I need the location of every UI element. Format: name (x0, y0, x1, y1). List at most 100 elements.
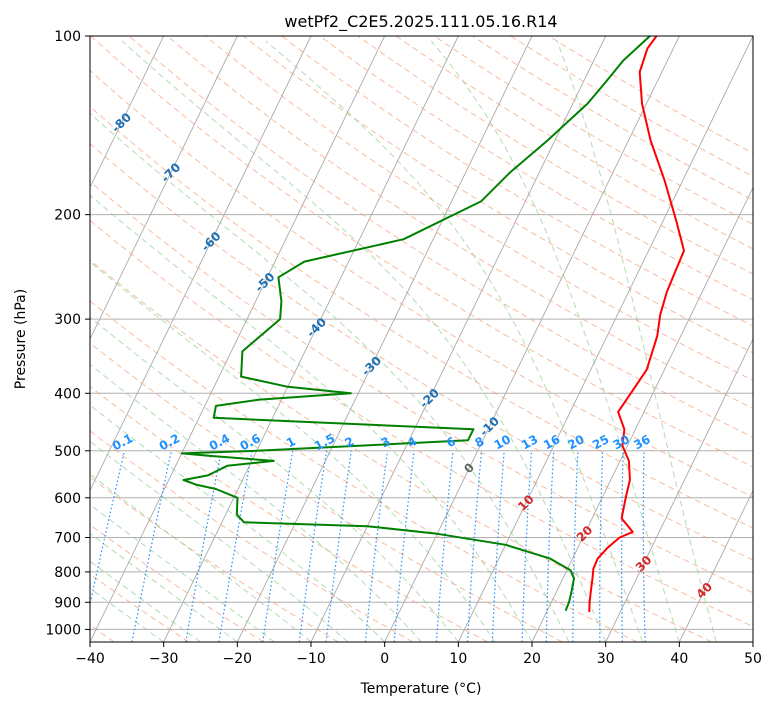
adiabat-label: -20 (417, 386, 442, 411)
dry-adiabat-line (90, 476, 339, 642)
dry-adiabat-line (90, 300, 638, 642)
mixing-ratio-line (491, 450, 505, 642)
plot-frame (89, 35, 754, 643)
x-tick-label: −40 (75, 651, 105, 667)
x-tick-label: −10 (296, 651, 326, 667)
moist-adiabat-line (90, 194, 533, 642)
adiabat-label: 30 (633, 553, 655, 575)
dry-adiabat-line (90, 385, 488, 642)
mixing-ratio-label: 30 (611, 432, 632, 452)
mixing-ratio-line (262, 450, 294, 642)
y-tick-label: 500 (54, 444, 81, 460)
y-axis: 100 200 300 400 500 600 700 800 900 1000 (45, 29, 90, 638)
dry-adiabat-line (90, 142, 753, 561)
dry-adiabat-line (128, 36, 753, 438)
x-tick-label: 20 (523, 651, 541, 667)
mixing-ratio-line (545, 450, 555, 642)
moist-adiabat-line (265, 40, 643, 642)
isotherm-gridlines (90, 36, 753, 642)
isotherm-line (457, 36, 753, 642)
x-tick-label: 0 (380, 651, 389, 667)
moist-adiabat-line (90, 587, 164, 642)
adiabat-label: 20 (574, 523, 596, 545)
mixing-ratio-line (435, 450, 454, 642)
dry-adiabat-line (90, 430, 414, 642)
mixing-ratio-line (325, 450, 352, 642)
y-tick-label: 300 (54, 312, 81, 328)
y-axis-title: Pressure (hPa) (13, 289, 29, 389)
mixing-ratio-label: 16 (541, 432, 562, 452)
dry-adiabat-line (319, 36, 753, 301)
mixing-ratio-label: 2 (342, 434, 356, 450)
y-tick-label: 100 (54, 29, 81, 45)
moist-adiabat-line (90, 440, 349, 642)
isotherm-line (163, 36, 459, 642)
dry-adiabat-line (205, 36, 753, 381)
dry-adiabat-lines (90, 36, 753, 642)
y-tick-label: 600 (54, 491, 81, 507)
plot-area: 0.1 0.2 0.4 0.6 1 1.5 2 3 4 6 8 10 13 16 20 25 30 36-100-… (57, 36, 753, 642)
mixing-ratio-label: 10 (492, 432, 513, 452)
y-tick-label: 200 (54, 208, 81, 224)
dewpoint-profile (180, 36, 652, 612)
mixing-ratio-label: 13 (519, 432, 540, 452)
isotherm-line (90, 36, 238, 341)
mixing-ratio-lines (90, 450, 646, 642)
isotherm-line (384, 36, 680, 642)
dry-adiabat-line (166, 36, 753, 410)
x-tick-label: 30 (597, 651, 615, 667)
y-tick-label: 700 (54, 531, 81, 547)
moist-adiabat-line (90, 504, 275, 642)
adiabat-label: -90 (57, 66, 82, 91)
mixing-ratio-label: 0.2 (157, 431, 182, 453)
moist-adiabat-line (90, 363, 422, 642)
moist-adiabat-line (90, 532, 238, 642)
isotherm-line (90, 36, 386, 642)
mixing-ratio-line (620, 450, 624, 642)
y-tick-label: 800 (54, 565, 81, 581)
mixing-ratio-line (642, 450, 646, 642)
mixing-ratio-line (218, 450, 253, 642)
mixing-ratio-line (131, 450, 172, 642)
y-tick-label: 1000 (45, 622, 81, 638)
moist-adiabat-line (556, 40, 717, 642)
dry-adiabat-line (243, 36, 753, 354)
mixing-ratio-line (599, 450, 604, 642)
moist-adiabat-lines (90, 40, 717, 642)
x-tick-label: 50 (744, 651, 762, 667)
dry-adiabat-line (357, 36, 753, 275)
dry-adiabat-line (90, 259, 712, 642)
dry-adiabat-line (548, 36, 753, 154)
moist-adiabat-line (90, 261, 496, 642)
adiabat-label: -60 (198, 229, 223, 254)
mixing-ratio-label: 36 (631, 432, 652, 452)
isotherm-line (531, 186, 753, 642)
mixing-ratio-line (466, 450, 483, 642)
mixing-ratio-line (90, 450, 126, 608)
x-tick-label: −30 (149, 651, 179, 667)
mixing-ratio-line (393, 450, 415, 642)
y-tick-label: 900 (54, 595, 81, 611)
x-axis-title: Temperature (°C) (360, 681, 482, 697)
dry-adiabat-line (90, 69, 753, 498)
isotherm-line (90, 36, 165, 189)
isobar-gridlines (90, 36, 753, 630)
dry-adiabat-line (90, 524, 264, 642)
mixing-ratio-label: 0.4 (207, 431, 232, 453)
adiabat-label: -80 (109, 110, 134, 135)
x-axis: −40 −30 −20 −10 0 10 20 30 40 50 (75, 642, 762, 667)
adiabat-label: 40 (693, 580, 715, 602)
mixing-ratio-label: 0.1 (110, 431, 135, 453)
mixing-ratio-line (521, 450, 533, 642)
temperature-profile (588, 36, 685, 613)
isotherm-line (310, 36, 607, 642)
mixing-ratio-label: 1.5 (312, 431, 337, 453)
profile-series (180, 36, 685, 613)
moist-adiabat-line (121, 40, 607, 642)
isotherm-line (90, 36, 312, 492)
isotherm-line (752, 640, 753, 642)
dry-adiabat-line (90, 105, 753, 529)
mixing-ratio-label: 20 (565, 432, 586, 452)
dry-adiabat-line (395, 36, 753, 250)
